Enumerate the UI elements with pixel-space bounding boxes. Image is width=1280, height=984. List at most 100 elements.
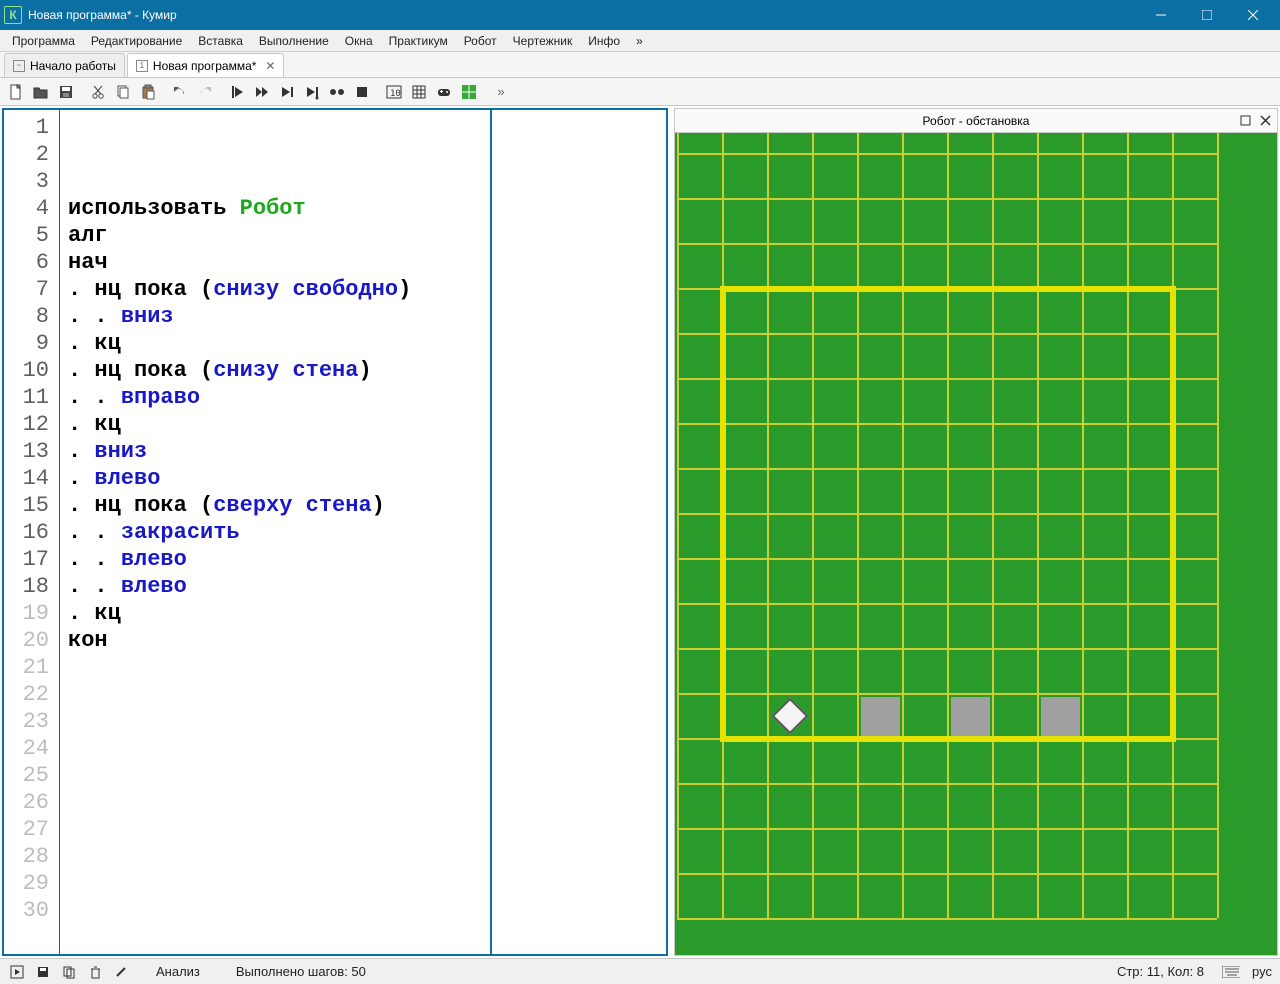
line-number: 28 — [8, 843, 49, 870]
margin-line — [490, 110, 492, 954]
code-line: . кц — [68, 330, 658, 357]
document-tab[interactable]: ~Начало работы — [4, 53, 125, 77]
save-file-button[interactable] — [54, 80, 78, 104]
wall — [720, 286, 726, 742]
line-number: 17 — [8, 546, 49, 573]
menu-item[interactable]: Программа — [4, 32, 83, 50]
code-line — [68, 654, 658, 681]
robot-marker — [771, 697, 808, 734]
menu-item[interactable]: Редактирование — [83, 32, 190, 50]
line-number: 27 — [8, 816, 49, 843]
tab-close-icon[interactable]: ✕ — [261, 59, 275, 73]
code-line: . . влево — [68, 573, 658, 600]
painted-cell — [1041, 697, 1080, 736]
status-icon-run[interactable] — [8, 963, 26, 981]
code-line: . . закрасить — [68, 519, 658, 546]
code-line: . вниз — [68, 438, 658, 465]
code-line: алг — [68, 222, 658, 249]
robot-grid-button[interactable] — [457, 80, 481, 104]
menu-item[interactable]: Выполнение — [251, 32, 337, 50]
status-bar: Анализ Выполнено шагов: 50 Стр: 11, Кол:… — [0, 958, 1280, 984]
line-number: 22 — [8, 681, 49, 708]
line-number: 20 — [8, 627, 49, 654]
copy-button[interactable] — [111, 80, 135, 104]
line-number: 8 — [8, 303, 49, 330]
paste-button[interactable] — [136, 80, 160, 104]
code-area[interactable]: использовать Роботалгнач. нц пока (снизу… — [60, 110, 666, 954]
redo-button[interactable] — [193, 80, 217, 104]
gamepad-button[interactable] — [432, 80, 456, 104]
code-line: . кц — [68, 600, 658, 627]
svg-text:10: 10 — [390, 89, 401, 99]
menu-item[interactable]: Инфо — [580, 32, 628, 50]
run-button[interactable] — [225, 80, 249, 104]
line-number: 29 — [8, 870, 49, 897]
toolbar-overflow[interactable]: » — [489, 80, 513, 104]
keyboard-icon — [1222, 963, 1240, 981]
stop-button[interactable] — [350, 80, 374, 104]
line-number: 14 — [8, 465, 49, 492]
status-icon-save[interactable] — [34, 963, 52, 981]
line-number: 26 — [8, 789, 49, 816]
painted-cell — [861, 697, 900, 736]
app-icon: К — [4, 6, 22, 24]
tab-label: Начало работы — [30, 59, 116, 73]
code-line: кон — [68, 627, 658, 654]
document-tab[interactable]: 1Новая программа*✕ — [127, 53, 285, 77]
line-number: 13 — [8, 438, 49, 465]
tab-bar: ~Начало работы1Новая программа*✕ — [0, 52, 1280, 78]
run-fast-button[interactable] — [250, 80, 274, 104]
line-number: 1 — [8, 114, 49, 141]
code-line: . . вправо — [68, 384, 658, 411]
line-number: 19 — [8, 600, 49, 627]
step-button[interactable] — [275, 80, 299, 104]
new-file-button[interactable] — [4, 80, 28, 104]
step-over-button[interactable] — [300, 80, 324, 104]
undo-button[interactable] — [168, 80, 192, 104]
code-editor[interactable]: 1234567891011121314151617181920212223242… — [4, 110, 666, 954]
code-line: . нц пока (сверху стена) — [68, 492, 658, 519]
status-analysis: Анализ — [156, 964, 200, 979]
menu-item[interactable]: Практикум — [381, 32, 456, 50]
workspace: 1234567891011121314151617181920212223242… — [0, 106, 1280, 958]
menu-item[interactable]: Чертежник — [505, 32, 581, 50]
robot-panel-popout-button[interactable] — [1237, 112, 1253, 128]
status-steps: Выполнено шагов: 50 — [236, 964, 366, 979]
line-number: 15 — [8, 492, 49, 519]
code-line: нач — [68, 249, 658, 276]
code-line: . влево — [68, 465, 658, 492]
counter-button[interactable]: 10 — [382, 80, 406, 104]
line-number: 23 — [8, 708, 49, 735]
code-line: использовать Робот — [68, 195, 658, 222]
cut-button[interactable] — [86, 80, 110, 104]
wall — [720, 736, 1176, 742]
menu-item[interactable]: Вставка — [190, 32, 251, 50]
breakpoint-button[interactable] — [325, 80, 349, 104]
status-icon-copy[interactable] — [60, 963, 78, 981]
robot-panel-close-button[interactable] — [1257, 112, 1273, 128]
status-icon-edit[interactable] — [112, 963, 130, 981]
line-number: 3 — [8, 168, 49, 195]
menu-item[interactable]: Робот — [456, 32, 505, 50]
line-number: 30 — [8, 897, 49, 924]
menu-item[interactable]: » — [628, 32, 651, 50]
menu-item[interactable]: Окна — [337, 32, 381, 50]
robot-panel-title-bar: Робот - обстановка — [675, 109, 1277, 133]
grid-button[interactable] — [407, 80, 431, 104]
robot-panel: Робот - обстановка — [674, 108, 1278, 956]
code-line: . кц — [68, 411, 658, 438]
menu-bar: ПрограммаРедактированиеВставкаВыполнение… — [0, 30, 1280, 52]
maximize-button[interactable] — [1184, 0, 1230, 30]
line-number: 2 — [8, 141, 49, 168]
code-line: . . вниз — [68, 303, 658, 330]
open-file-button[interactable] — [29, 80, 53, 104]
toolbar: 10 » — [0, 78, 1280, 106]
painted-cell — [951, 697, 990, 736]
line-number: 18 — [8, 573, 49, 600]
minimize-button[interactable] — [1138, 0, 1184, 30]
wall — [1170, 286, 1176, 742]
status-icon-delete[interactable] — [86, 963, 104, 981]
close-button[interactable] — [1230, 0, 1276, 30]
robot-field[interactable] — [675, 133, 1277, 955]
wall — [720, 286, 1176, 292]
